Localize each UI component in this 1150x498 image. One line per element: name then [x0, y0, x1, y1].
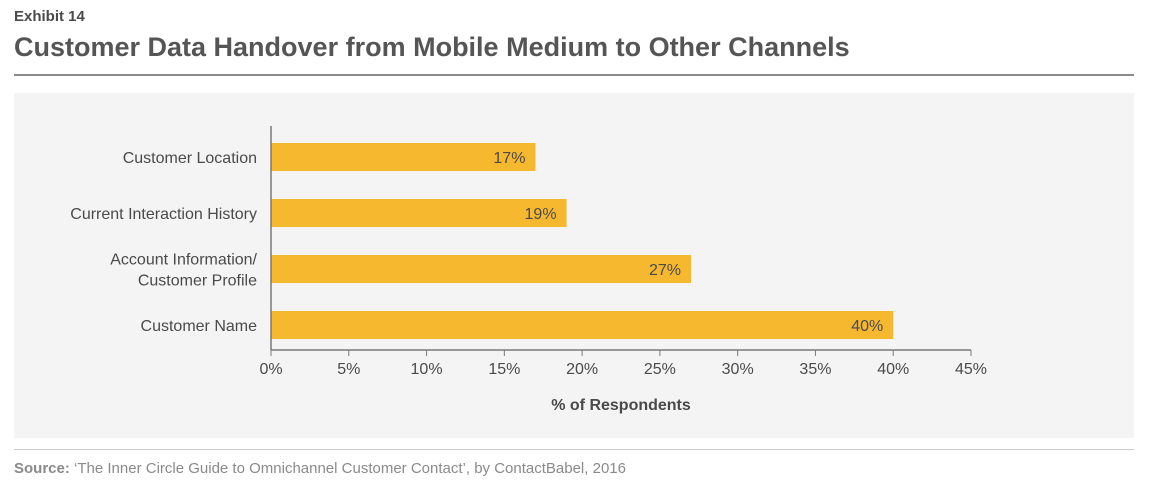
data-label: 27% — [649, 262, 681, 279]
x-axis-label: % of Respondents — [551, 397, 691, 414]
x-tick-label: 45% — [955, 361, 987, 378]
x-tick-label: 10% — [411, 361, 443, 378]
x-tick-label: 40% — [877, 361, 909, 378]
category-label: Current Interaction History — [70, 206, 257, 223]
chart-panel: 17% Customer Location 19% Current Interacti… — [14, 93, 1134, 438]
bar-chart: 17% Customer Location 19% Current Interacti… — [70, 126, 987, 414]
data-label: 17% — [493, 150, 525, 167]
x-tick-label: 25% — [644, 361, 676, 378]
x-tick-label: 20% — [566, 361, 598, 378]
bar — [271, 311, 894, 339]
bar — [271, 143, 536, 171]
source-text: ‘The Inner Circle Guide to Omnichannel C… — [69, 460, 626, 477]
chart-title: Customer Data Handover from Mobile Mediu… — [14, 32, 850, 62]
category-label: Customer Profile — [138, 273, 257, 290]
x-tick-label: 15% — [488, 361, 520, 378]
bar — [271, 199, 567, 227]
source-note: Source: ‘The Inner Circle Guide to Omnic… — [14, 460, 626, 477]
exhibit-label: Exhibit 14 — [14, 8, 85, 25]
source-label: Source: — [14, 460, 70, 477]
category-label: Customer Name — [141, 318, 258, 335]
source-divider — [14, 449, 1134, 450]
title-divider — [14, 74, 1134, 76]
data-label: 19% — [525, 206, 557, 223]
x-tick-label: 5% — [337, 361, 360, 378]
x-tick-label: 0% — [259, 361, 282, 378]
data-label: 40% — [851, 318, 883, 335]
x-tick-label: 30% — [722, 361, 754, 378]
bar — [271, 255, 691, 283]
category-label: Account Information/ — [110, 252, 257, 269]
x-tick-label: 35% — [799, 361, 831, 378]
category-label: Customer Location — [123, 150, 257, 167]
